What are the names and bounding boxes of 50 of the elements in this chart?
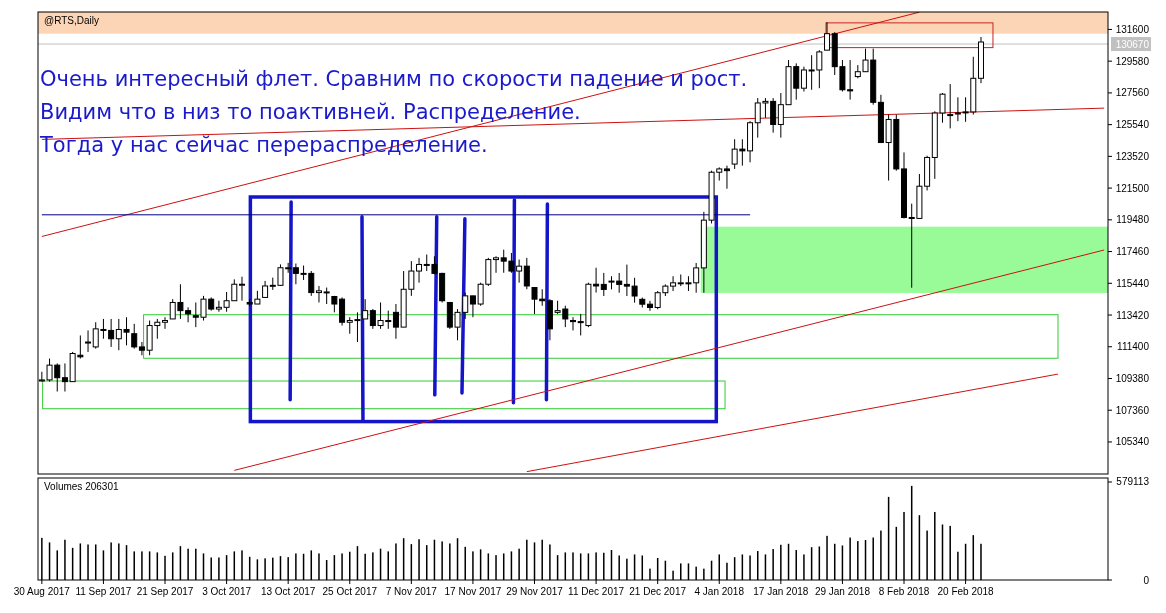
y-tick-label: 131600 bbox=[1115, 23, 1150, 35]
x-tick-label: 17 Jan 2018 bbox=[753, 586, 809, 597]
x-tick-label: 13 Oct 2017 bbox=[260, 586, 316, 597]
x-tick-label: 4 Jan 2018 bbox=[694, 586, 745, 597]
candlestick bbox=[85, 329, 92, 353]
x-tick-label: 21 Dec 2017 bbox=[629, 586, 687, 597]
candlestick bbox=[570, 316, 576, 331]
y-tick-label: 119480 bbox=[1116, 214, 1150, 226]
x-tick-label: 25 Oct 2017 bbox=[322, 586, 378, 597]
candlestick bbox=[131, 323, 138, 350]
x-tick-label: 30 Aug 2017 bbox=[13, 586, 71, 597]
x-tick-label: 17 Nov 2017 bbox=[444, 586, 502, 597]
y-tick-label: 113420 bbox=[1116, 309, 1150, 321]
candlestick bbox=[315, 285, 322, 303]
x-tick-label: 21 Sep 2017 bbox=[136, 586, 194, 597]
y-tick-label: 115440 bbox=[1116, 277, 1150, 289]
y-tick-label: 107360 bbox=[1115, 404, 1150, 416]
candlestick bbox=[947, 83, 954, 129]
chart-title: Volumes 206301 bbox=[44, 481, 119, 492]
x-tick-label: 7 Nov 2017 bbox=[385, 586, 438, 597]
ref-line-label: 130670 bbox=[1115, 38, 1150, 50]
y-tick-label: 0 bbox=[1143, 574, 1150, 586]
x-tick-label: 11 Sep 2017 bbox=[75, 586, 132, 597]
candlestick bbox=[416, 257, 423, 284]
candlestick bbox=[162, 316, 169, 330]
x-tick-label: 11 Dec 2017 bbox=[568, 586, 625, 597]
x-tick-label: 3 Oct 2017 bbox=[202, 586, 252, 597]
y-tick-label: 121500 bbox=[1115, 182, 1150, 194]
y-tick-label: 123520 bbox=[1115, 150, 1150, 162]
candlestick bbox=[600, 272, 607, 297]
candlestick bbox=[824, 21, 831, 51]
y-tick-label: 109380 bbox=[1115, 372, 1150, 384]
x-tick-label: 20 Feb 2018 bbox=[937, 586, 995, 597]
x-tick-label: 29 Nov 2017 bbox=[506, 586, 564, 597]
y-tick-label: 105340 bbox=[1115, 436, 1150, 448]
x-tick-label: 29 Jan 2018 bbox=[814, 586, 871, 597]
y-tick-label: 125540 bbox=[1115, 119, 1150, 131]
candlestick bbox=[238, 276, 245, 302]
x-tick-label: 8 Feb 2018 bbox=[878, 586, 930, 597]
candlestick bbox=[493, 255, 500, 274]
y-tick-label: 111400 bbox=[1117, 341, 1150, 353]
annotation: Очень интересный флет. Сравним по скорости падение и рост. bbox=[40, 67, 748, 91]
candlestick bbox=[723, 165, 730, 190]
candlestick bbox=[523, 257, 530, 290]
candlestick bbox=[646, 300, 653, 312]
y-tick-label: 579113 bbox=[1116, 476, 1150, 488]
y-tick-label: 129580 bbox=[1115, 55, 1150, 67]
chart-title: @RTS,Daily bbox=[44, 15, 99, 26]
y-tick-label: 127560 bbox=[1115, 87, 1150, 99]
y-tick-label: 117460 bbox=[1116, 246, 1150, 258]
